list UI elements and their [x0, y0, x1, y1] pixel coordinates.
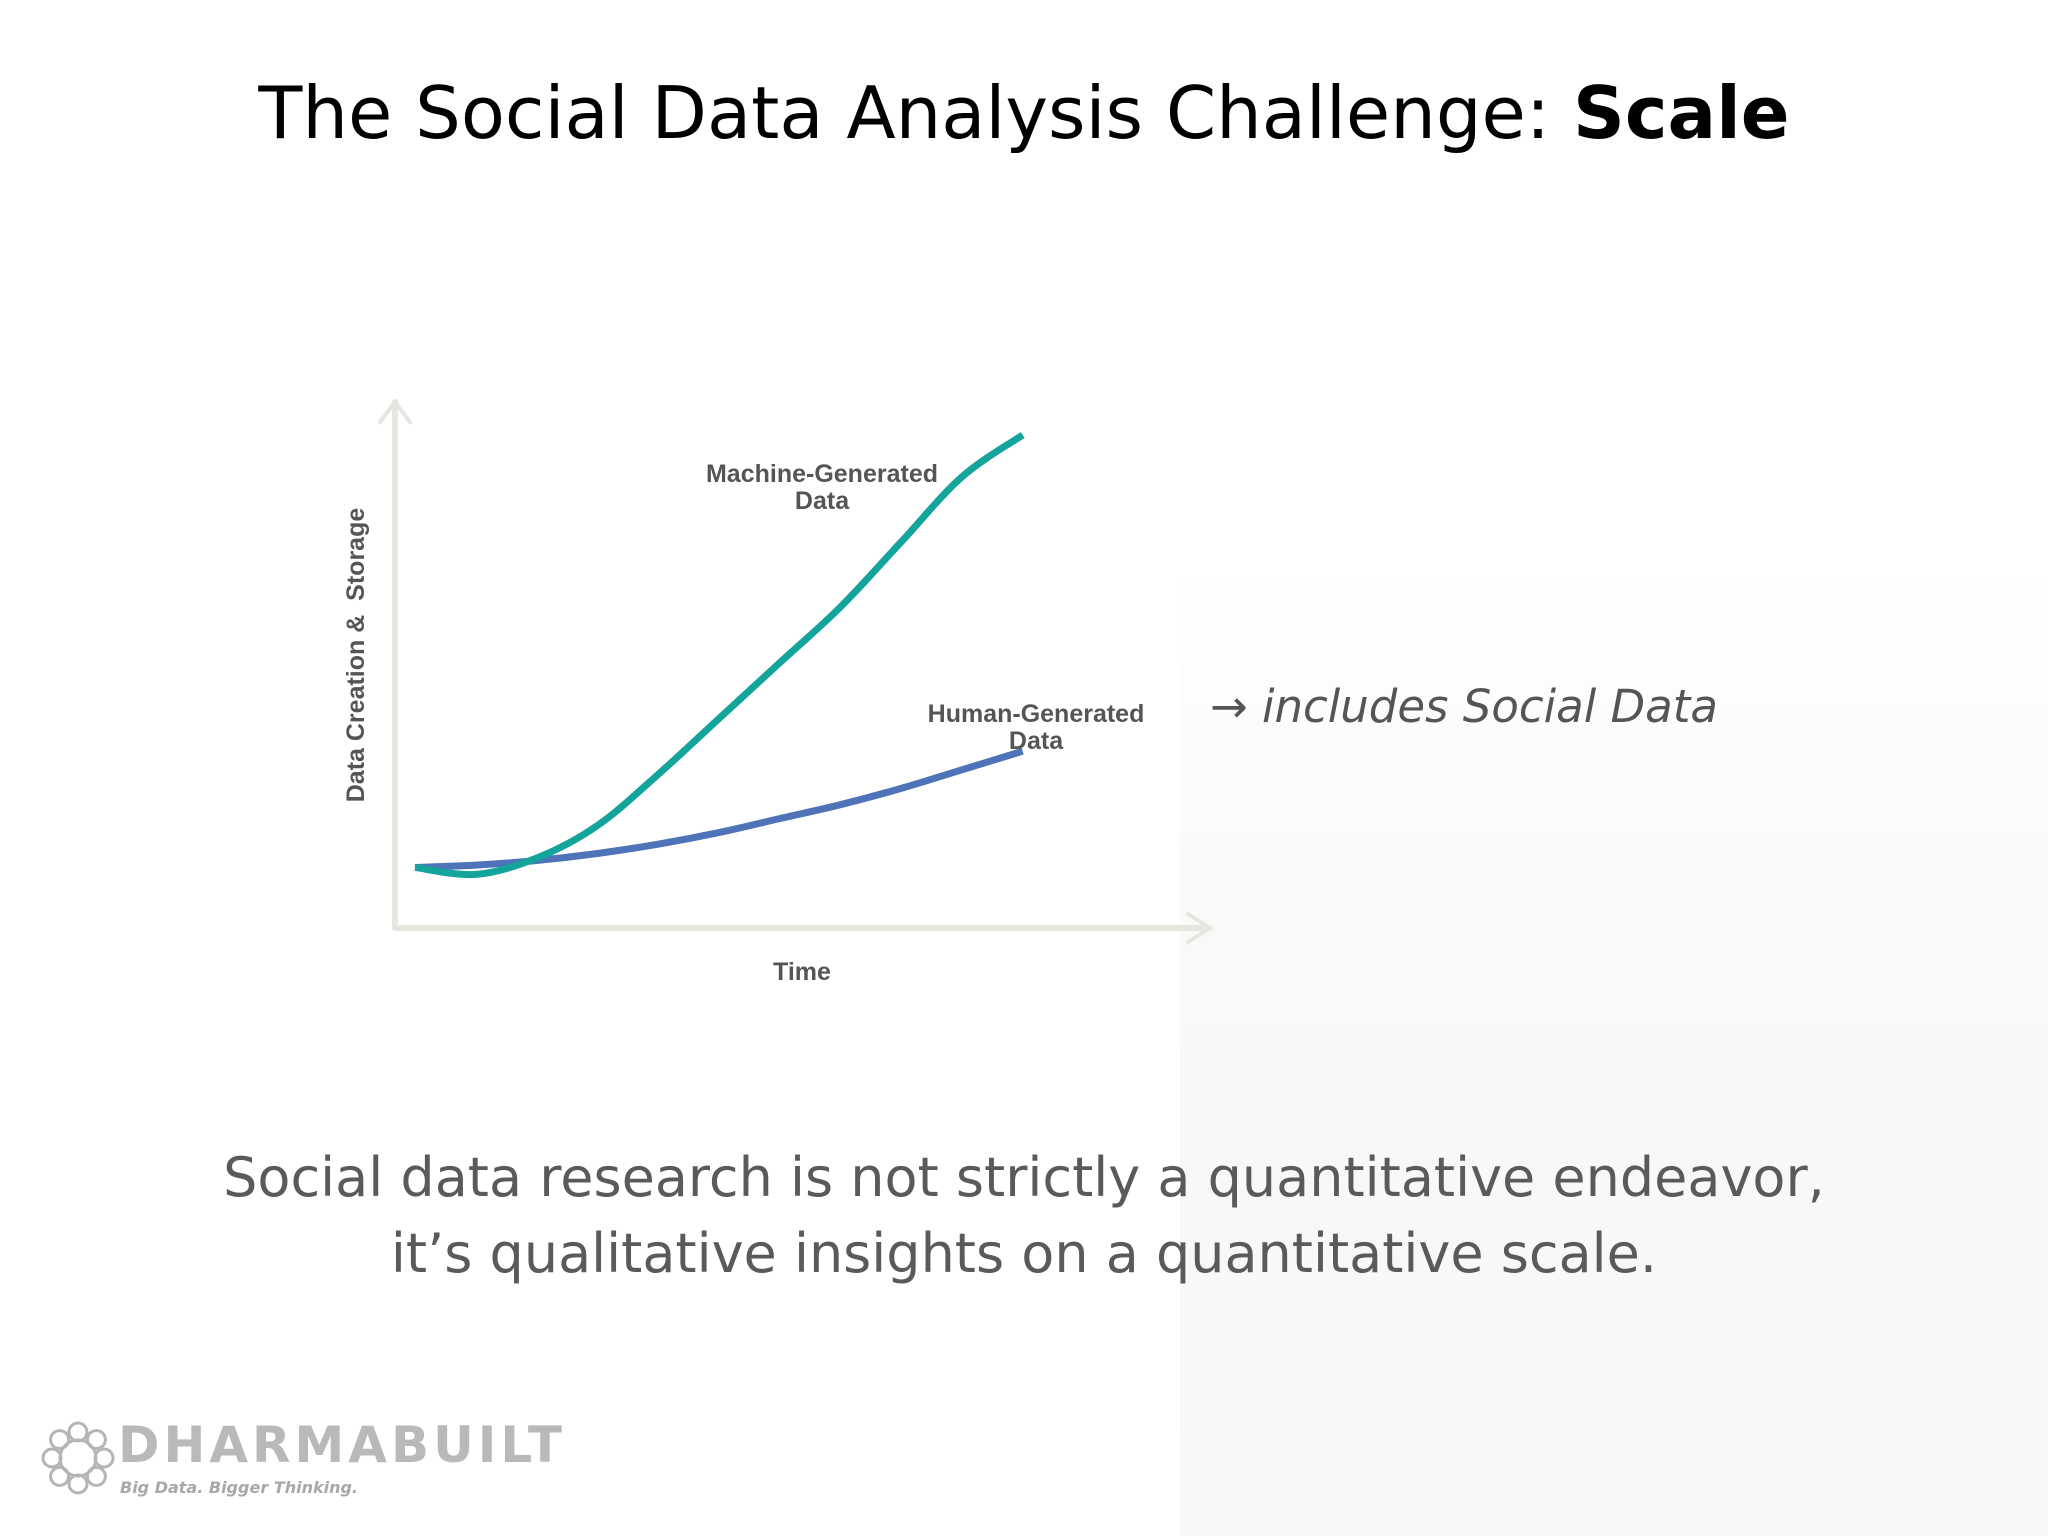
logo-wordmark: DHARMABUILT — [118, 1416, 567, 1474]
caption-line-1: Social data research is not strictly a q… — [223, 1146, 1825, 1209]
chart-series — [414, 432, 1025, 879]
machine-generated-label-line-2: Data — [795, 487, 850, 515]
machine-generated-label: Machine-Generated Data — [706, 460, 938, 515]
slide-title-text: The Social Data Analysis Challenge: — [258, 71, 1573, 155]
slide-title: The Social Data Analysis Challenge: Scal… — [0, 68, 2048, 158]
y-axis-label: Data Creation & Storage — [342, 508, 370, 803]
slide-caption: Social data research is not strictly a q… — [0, 1140, 2048, 1292]
machine-generated-label-line-1: Machine-Generated — [706, 460, 938, 488]
series-line-human-generated-data — [414, 747, 1024, 871]
series-line-machine-generated-data — [414, 432, 1025, 879]
caption-line-2: it’s qualitative insights on a quantitat… — [390, 1222, 1658, 1285]
logo-tagline: Big Data. Bigger Thinking. — [120, 1478, 358, 1497]
lotus-icon — [41, 1421, 115, 1495]
y-axis-arrow — [378, 398, 412, 424]
x-axis-arrow — [1186, 912, 1214, 944]
human-generated-label-line-2: Data — [1009, 727, 1064, 755]
human-generated-label: Human-Generated Data — [928, 700, 1145, 755]
human-generated-label-line-1: Human-Generated — [928, 700, 1145, 728]
social-data-annotation: → includes Social Data — [1210, 680, 1718, 733]
chart-axes — [378, 398, 1214, 944]
slide-title-emphasis: Scale — [1572, 71, 1790, 155]
x-axis-label: Time — [773, 958, 831, 986]
company-logo: DHARMABUILT Big Data. Bigger Thinking. — [40, 1416, 660, 1500]
